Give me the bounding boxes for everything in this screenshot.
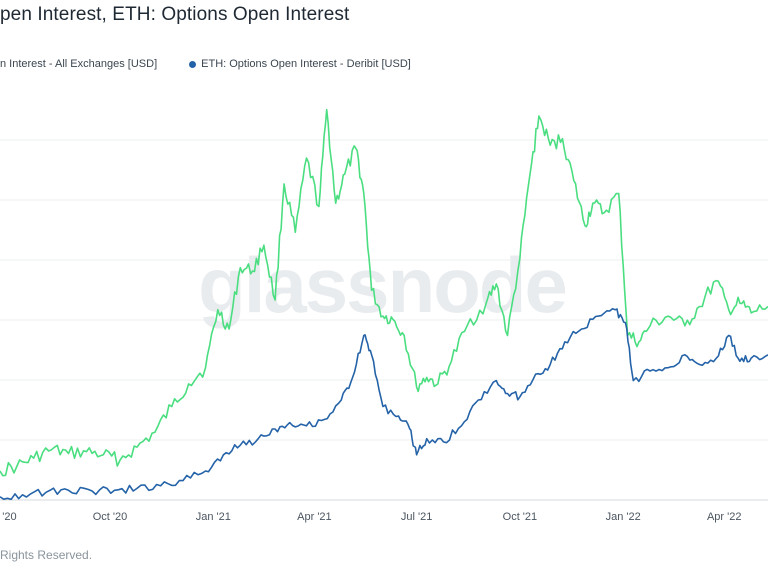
legend-dot-icon (189, 60, 197, 68)
footer-copyright: Rights Reserved. (0, 548, 93, 562)
chart-title: pen Interest, ETH: Options Open Interest (0, 4, 350, 25)
x-tick-label: l '20 (0, 511, 17, 523)
series-lines (0, 108, 768, 501)
x-tick-label: Apr '22 (707, 511, 742, 523)
x-tick-label: Jan '22 (606, 511, 641, 523)
legend-label-deribit: ETH: Options Open Interest - Deribit [US… (201, 58, 411, 70)
x-tick-label: Oct '21 (503, 511, 538, 523)
x-tick-label: Apr '21 (297, 511, 332, 523)
x-axis: l '20 Oct '20 Jan '21 Apr '21 Jul '21 Oct '21… (0, 511, 741, 523)
series-line-deribit (0, 307, 768, 501)
x-tick-label: Oct '20 (93, 511, 128, 523)
x-tick-label: Jan '21 (196, 511, 231, 523)
legend-item-deribit[interactable]: ETH: Options Open Interest - Deribit [US… (189, 58, 411, 70)
legend-item-all-exchanges[interactable]: n Interest - All Exchanges [USD] (0, 58, 157, 70)
x-tick-label: Jul '21 (401, 511, 432, 523)
legend: n Interest - All Exchanges [USD] ETH: Op… (0, 58, 411, 70)
legend-label-all-exchanges: n Interest - All Exchanges [USD] (0, 58, 158, 70)
